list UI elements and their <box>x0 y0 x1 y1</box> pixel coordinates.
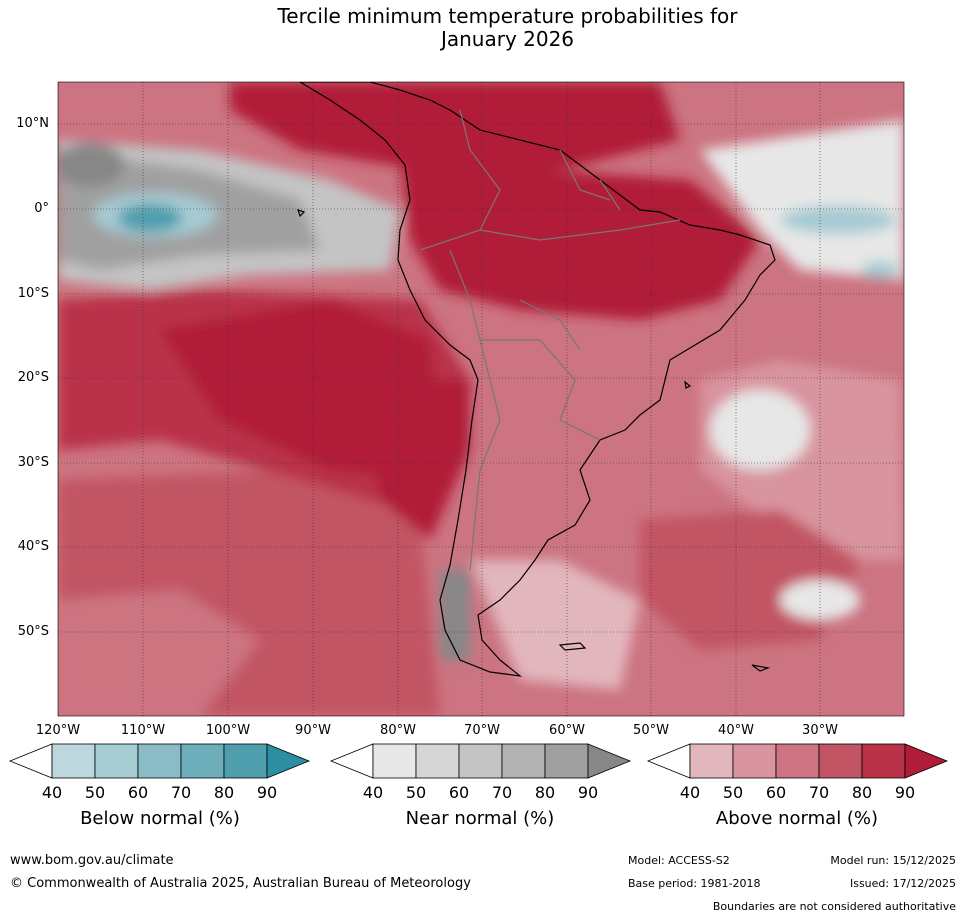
colorbar-above-tick: 70 <box>808 783 830 802</box>
footer-base-period: Base period: 1981-2018 <box>628 877 761 890</box>
lon-label-50w: 50°W <box>633 723 669 738</box>
lat-label-30s: 30°S <box>17 455 49 470</box>
colorbar-near-tick: 40 <box>362 783 384 802</box>
colorbar-near-tick: 50 <box>405 783 427 802</box>
colorbar-above-tick: 50 <box>722 783 744 802</box>
colorbar-above-tick: 60 <box>765 783 787 802</box>
lon-label-40w: 40°W <box>718 723 754 738</box>
colorbar-below-segment <box>94 743 139 779</box>
footer-model-run: Model run: 15/12/2025 <box>830 854 956 867</box>
colorbar-near-segment <box>372 743 417 779</box>
field-amazon <box>400 160 760 320</box>
lat-label-10n: 10°N <box>16 116 49 131</box>
colorbar-above-max-triangle <box>904 743 949 779</box>
map-field <box>58 82 904 716</box>
title-line-1: Tercile minimum temperature probabilitie… <box>277 4 738 28</box>
lon-label-110w: 110°W <box>120 723 166 738</box>
colorbar-below-segment <box>51 743 96 779</box>
colorbar-above-normal <box>646 743 949 779</box>
lat-label-10s: 10°S <box>17 286 49 301</box>
colorbar-below-tick: 80 <box>213 783 235 802</box>
colorbar-near-tick: 70 <box>491 783 513 802</box>
colorbar-below-normal <box>8 743 311 779</box>
field-atlantic-neutral <box>700 120 904 280</box>
footer-issued: Issued: 17/12/2025 <box>849 877 956 890</box>
field-brazil-grey <box>710 390 810 470</box>
field-patagonia-light <box>470 560 640 690</box>
colorbar-near-segment <box>458 743 503 779</box>
lon-label-70w: 70°W <box>464 723 500 738</box>
colorbar-below-max-triangle <box>266 743 311 779</box>
field-caribbean <box>230 82 680 170</box>
footer-model: Model: ACCESS-S2 <box>628 854 730 867</box>
colorbar-above-segment <box>818 743 863 779</box>
lat-label-40s: 40°S <box>17 539 49 554</box>
colorbar-below-tick: 50 <box>84 783 106 802</box>
lon-label-90w: 90°W <box>295 723 331 738</box>
islands <box>297 209 771 672</box>
footer-disclaimer: Boundaries are not considered authoritat… <box>712 900 956 913</box>
colorbar-near-segment <box>544 743 589 779</box>
colorbar-near-normal <box>329 743 632 779</box>
lon-label-30w: 30°W <box>802 723 838 738</box>
colorbar-below-tick: 70 <box>170 783 192 802</box>
lat-label-20s: 20°S <box>17 370 49 385</box>
footer-copyright: © Commonwealth of Australia 2025, Austra… <box>10 876 471 891</box>
colorbar-near-tick: 90 <box>577 783 599 802</box>
colorbar-near-tick: 80 <box>534 783 556 802</box>
colorbar-below-tick: 60 <box>127 783 149 802</box>
colorbar-above-tick: 80 <box>851 783 873 802</box>
colorbar-above-segment <box>775 743 820 779</box>
field-atlantic-cool <box>780 206 896 234</box>
footer-website: www.bom.gov.au/climate <box>10 853 174 868</box>
field-chile-grey <box>440 570 470 660</box>
colorbar-near-segment <box>415 743 460 779</box>
colorbar-below-min-triangle <box>8 743 53 779</box>
colorbar-below-tick: 90 <box>256 783 278 802</box>
field-below-normal-core <box>118 204 182 232</box>
colorbar-below-segment <box>137 743 182 779</box>
colorbar-near-segment <box>501 743 546 779</box>
colorbar-near-tick: 60 <box>448 783 470 802</box>
colorbar-near-min-triangle <box>329 743 374 779</box>
field-south-west-light <box>58 590 260 716</box>
colorbar-title-above: Above normal (%) <box>715 808 879 829</box>
colorbar-title-below: Below normal (%) <box>80 808 240 829</box>
map-title: Tercile minimum temperature probabilitie… <box>0 5 965 51</box>
colorbar-below-segment <box>180 743 225 779</box>
field-atlantic-cool-2 <box>862 261 898 279</box>
lon-label-120w: 120°W <box>35 723 81 738</box>
colorbars <box>8 743 949 779</box>
field-peru-coast <box>360 380 470 540</box>
colorbar-above-min-triangle <box>646 743 691 779</box>
colorbar-above-tick: 40 <box>679 783 701 802</box>
colorbar-above-tick: 90 <box>894 783 916 802</box>
colorbar-above-segment <box>732 743 777 779</box>
colorbar-near-max-triangle <box>587 743 632 779</box>
field-south-atlantic-grey <box>780 580 860 620</box>
field-grey-patch <box>58 143 125 187</box>
colorbar-below-segment <box>223 743 268 779</box>
lon-label-60w: 60°W <box>549 723 585 738</box>
colorbar-above-segment <box>689 743 734 779</box>
graticule <box>58 82 904 716</box>
colorbar-title-near: Near normal (%) <box>405 808 555 829</box>
lon-label-100w: 100°W <box>205 723 251 738</box>
lat-label-0: 0° <box>34 201 49 216</box>
south-america-coastline <box>298 82 776 677</box>
country-borders <box>419 109 681 571</box>
lon-label-80w: 80°W <box>380 723 416 738</box>
title-line-2: January 2026 <box>440 27 575 51</box>
map-frame <box>57 81 905 717</box>
colorbar-above-segment <box>861 743 906 779</box>
lat-label-50s: 50°S <box>17 624 49 639</box>
colorbar-below-tick: 40 <box>41 783 63 802</box>
